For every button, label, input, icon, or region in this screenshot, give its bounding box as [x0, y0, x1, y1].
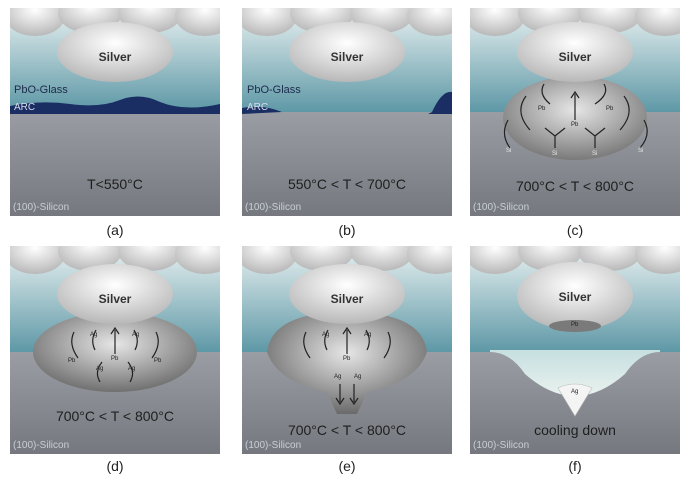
- panel-a-illustration: [10, 8, 220, 216]
- pb-label: Pb: [154, 358, 162, 364]
- silver-bead: [350, 246, 414, 271]
- silver-bead: [289, 22, 405, 82]
- silver-bead: [242, 246, 297, 274]
- silver-label: Silver: [98, 292, 132, 306]
- substrate-label: (100)-Silicon: [245, 202, 302, 213]
- substrate-label: (100)-Silicon: [245, 440, 302, 451]
- caption-b: (b): [338, 222, 356, 238]
- pb-label: Pb: [538, 106, 546, 112]
- silver-bead: [470, 246, 525, 274]
- panel-c: Silver Pb Pb Pb Si Si Si Si 700°C < T < …: [470, 8, 680, 216]
- pb-label: Pb: [68, 358, 76, 364]
- ag-label: Ag: [571, 389, 579, 395]
- silver-bead: [175, 246, 220, 274]
- silver-bead: [635, 8, 680, 36]
- ag-label: Ag: [354, 374, 362, 380]
- panel-e-illustration: [242, 246, 452, 454]
- si-label: Si: [592, 151, 598, 157]
- ag-label: Ag: [132, 332, 140, 338]
- silver-bead: [407, 246, 452, 274]
- panel-e: Silver Pb Ag Ag Ag Ag 700°C < T < 800°C …: [242, 246, 452, 454]
- silver-label: Silver: [98, 50, 132, 64]
- silver-bead: [289, 264, 405, 324]
- silver-bead: [10, 8, 65, 36]
- substrate-label: (100)-Silicon: [473, 440, 530, 451]
- temperature-label: 700°C < T < 800°C: [515, 178, 635, 194]
- caption-a: (a): [106, 222, 124, 238]
- silver-bead: [57, 22, 173, 82]
- panel-f-illustration: [470, 246, 680, 454]
- silver-bead: [10, 246, 65, 274]
- ag-label: Ag: [322, 332, 330, 338]
- pb-label: Pb: [571, 322, 579, 328]
- panel-f: Silver Pb Ag cooling down (100)-Silicon: [470, 246, 680, 454]
- substrate-label: (100)-Silicon: [473, 202, 530, 213]
- silver-bead: [635, 246, 680, 274]
- silver-label: Silver: [558, 50, 592, 64]
- silver-bead: [517, 262, 633, 330]
- temperature-label: 550°C < T < 700°C: [287, 176, 407, 192]
- temperature-label: 700°C < T < 800°C: [55, 408, 175, 424]
- reaction-arrows: [71, 326, 159, 383]
- si-label: Si: [506, 148, 512, 154]
- pb-label: Pb: [571, 122, 579, 128]
- arc-label: ARC: [14, 102, 36, 113]
- silver-bead: [517, 22, 633, 82]
- caption-e: (e): [338, 458, 356, 474]
- ag-label: Ag: [334, 374, 342, 380]
- silver-bead: [407, 8, 452, 36]
- pb-label: Pb: [606, 106, 614, 112]
- ag-label: Ag: [96, 366, 104, 372]
- silver-bead: [118, 246, 182, 271]
- panel-b: Silver PbO-Glass ARC 550°C < T < 700°C (…: [242, 8, 452, 216]
- glass-bowl: [490, 350, 660, 396]
- silver-label: Silver: [330, 292, 364, 306]
- substrate-label: (100)-Silicon: [13, 440, 70, 451]
- silver-crystallite: [557, 383, 593, 417]
- glass-pool: [267, 312, 427, 414]
- si-label: Si: [638, 148, 644, 154]
- caption-c: (c): [566, 222, 584, 238]
- ag-label: Ag: [364, 332, 372, 338]
- temperature-label: T<550°C: [87, 176, 143, 192]
- ag-label: Ag: [90, 332, 98, 338]
- pbo-glass-label: PbO-Glass: [14, 84, 68, 96]
- silver-bead: [470, 8, 525, 36]
- panel-d: Silver Pb Ag Ag Pb Pb Ag Ag 700°C < T < …: [10, 246, 220, 454]
- panel-c-illustration: [470, 8, 680, 216]
- panel-d-illustration: [10, 246, 220, 454]
- ag-label: Ag: [128, 366, 136, 372]
- panel-a: Silver PbO-Glass ARC T<550°C (100)-Silic…: [10, 8, 220, 216]
- silver-bead: [242, 8, 297, 36]
- lead-layer: [549, 320, 601, 332]
- caption-f: (f): [568, 458, 582, 474]
- silver-label: Silver: [330, 50, 364, 64]
- silver-bead: [57, 264, 173, 324]
- silver-label: Silver: [558, 290, 592, 304]
- temperature-label: 700°C < T < 800°C: [287, 422, 407, 438]
- reaction-arrows: [503, 83, 648, 149]
- pb-label: Pb: [111, 356, 119, 362]
- temperature-label: cooling down: [534, 422, 616, 438]
- arc-label: ARC: [247, 102, 269, 113]
- pbo-glass-label: PbO-Glass: [247, 84, 301, 96]
- silver-bead: [175, 8, 220, 36]
- substrate-label: (100)-Silicon: [13, 202, 70, 213]
- panel-b-illustration: [242, 8, 452, 216]
- reaction-arrows: [303, 326, 391, 406]
- si-label: Si: [552, 151, 558, 157]
- pb-label: Pb: [343, 356, 351, 362]
- caption-d: (d): [106, 458, 124, 474]
